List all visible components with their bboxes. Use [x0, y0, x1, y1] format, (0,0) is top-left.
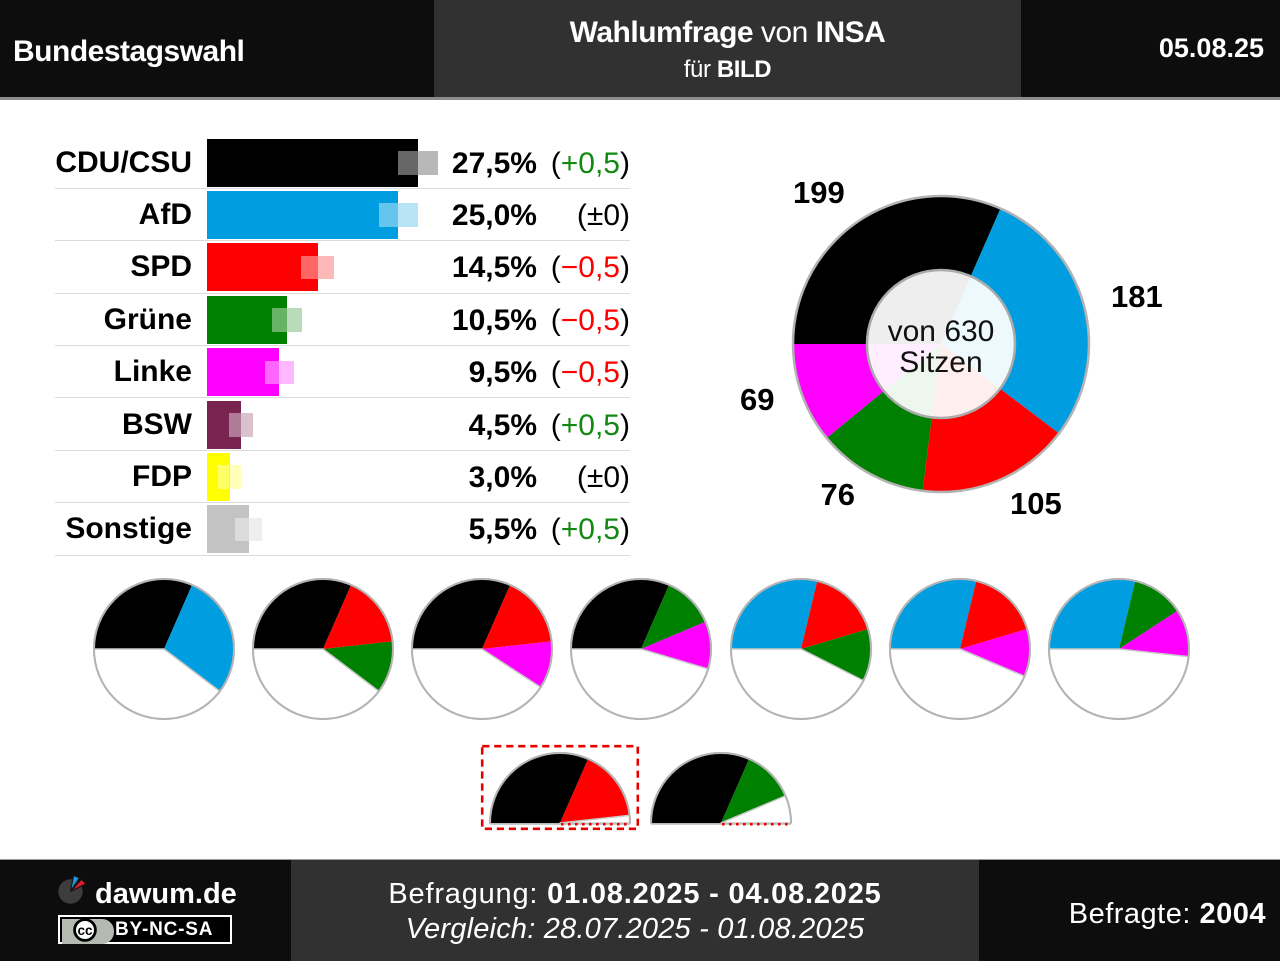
- svg-text:cc: cc: [77, 922, 93, 937]
